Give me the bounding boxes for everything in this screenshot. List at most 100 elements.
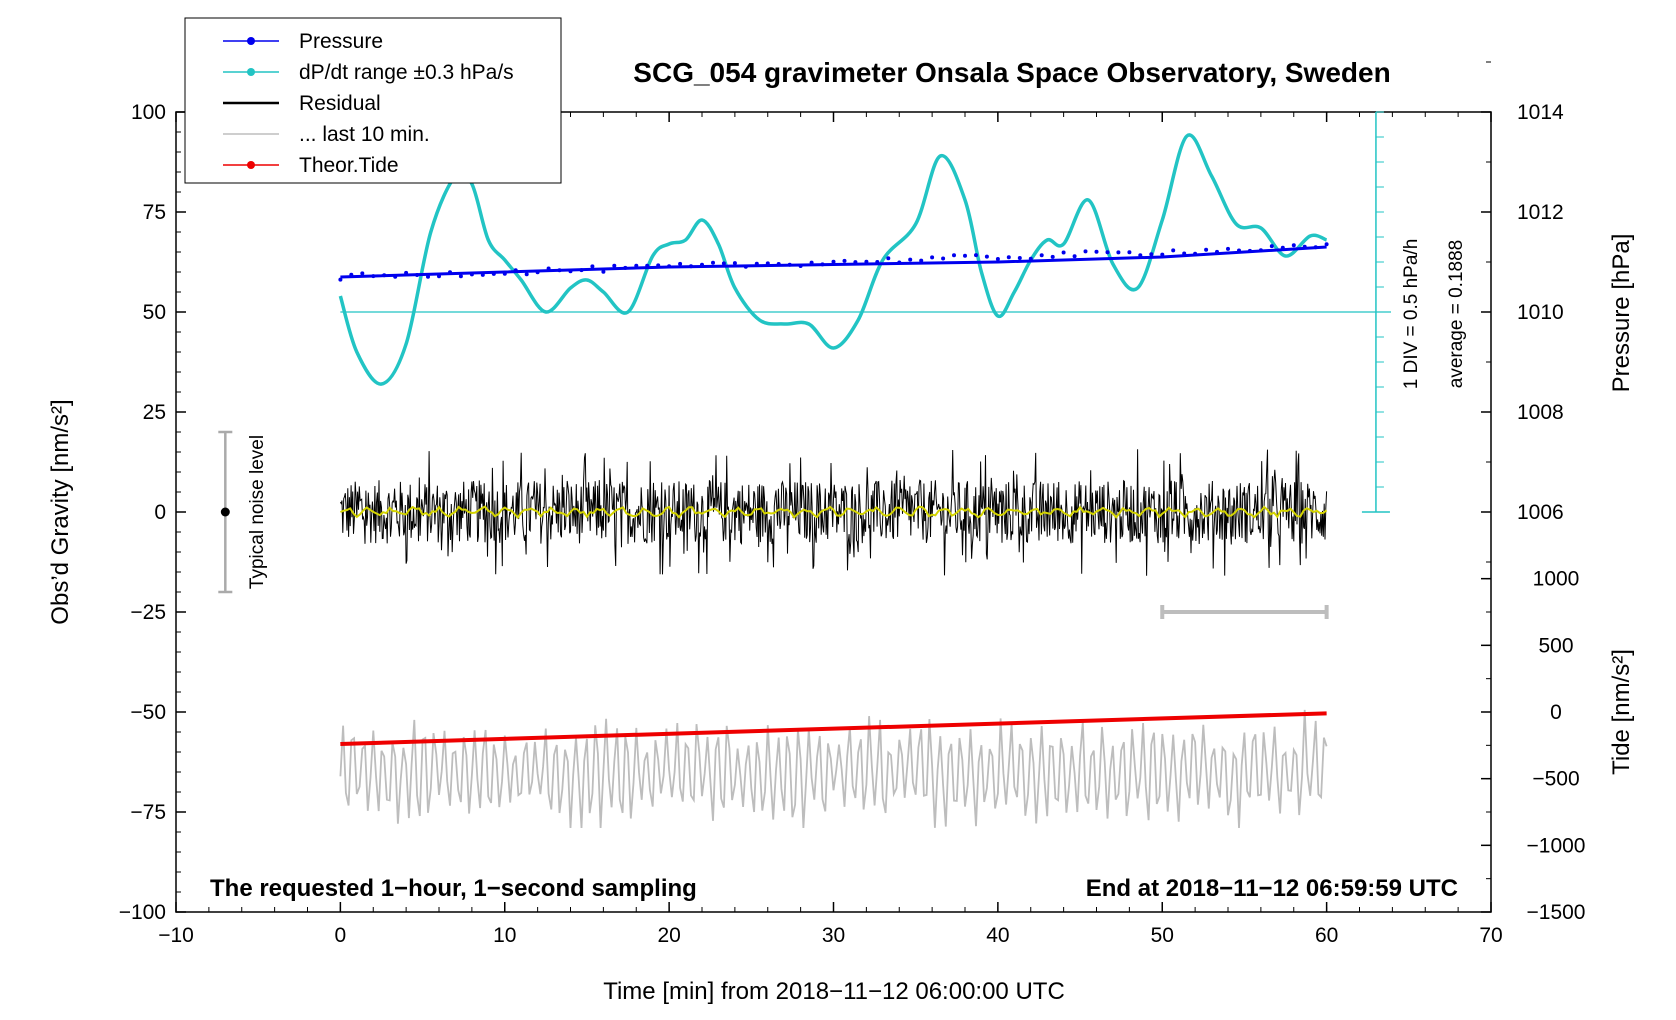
pressure-point [908,257,913,262]
pressure-point [415,273,420,277]
pressure-point [776,262,781,266]
pressure-point [1215,249,1219,254]
average-label: average = 0.1888 [1446,240,1467,388]
pressure-point [689,264,693,269]
pressure-point [1039,253,1044,258]
pressure-point [765,261,770,266]
pressure-point [1028,256,1033,261]
y-axis-left-title: Obs’d Gravity [nm/s²] [47,399,74,624]
pressure-point [930,255,935,260]
pressure-point [437,274,441,279]
legend-label: dP/dt range ±0.3 hPa/s [299,61,514,84]
pressure-point [349,272,354,277]
pressure-point [1302,244,1307,249]
series-layer [338,133,1329,829]
chart-title: SCG_054 gravimeter Onsala Space Observat… [633,57,1390,88]
pressure-point [623,265,628,270]
tide-tick-label: 500 [1538,634,1573,657]
legend-swatch-marker [247,68,255,76]
pressure-point [568,269,573,274]
y-tick-label: 75 [143,201,166,224]
bottom-left-note: The requested 1−hour, 1−second sampling [210,875,697,902]
x-tick-label: 60 [1315,924,1338,947]
pressure-point [458,274,463,279]
pressure-point [1083,249,1088,254]
last-10-min-bracket [1160,605,1329,619]
pressure-point [524,272,529,277]
pressure-point [513,268,518,273]
legend-label: Residual [299,92,381,115]
y-tick-label: −25 [130,601,166,624]
x-tick-label: 50 [1151,924,1174,947]
legend-swatch-marker [247,37,255,45]
pressure-point [360,271,365,276]
pressure-point [787,262,792,267]
residual-line [339,449,1328,576]
pressure-point [1160,252,1165,257]
pressure-point [1280,245,1285,250]
pressure-point [711,260,715,265]
pressure-point [371,274,376,279]
y-tick-label: 25 [143,401,166,424]
pressure-point [1291,243,1296,248]
residual-smoothed-line [340,505,1328,520]
x-tick-label: 70 [1479,924,1502,947]
pressure-point [963,253,967,258]
pressure-point [1138,253,1143,258]
pressure-point [875,260,880,264]
dpdt-line [338,133,1328,386]
legend-label: Pressure [299,30,383,53]
pressure-point [700,262,704,267]
y-tick-label: −100 [119,901,166,924]
pressure-point [382,273,387,278]
x-axis-title: Time [min] from 2018−11−12 06:00:00 UTC [603,978,1065,1005]
pressure-point [1050,254,1055,259]
pressure-point [1127,250,1132,255]
pressure-point [743,264,748,269]
pressure-point [1017,256,1022,260]
pressure-point [941,256,946,261]
pressure-point [809,260,814,265]
pressure-tick-label: 1014 [1517,101,1564,124]
pressure-point [557,268,562,273]
pressure-point [612,263,617,268]
pressure-point [491,271,496,276]
last-10-min-line [339,709,1328,829]
pressure-point [919,258,924,263]
pressure-point [546,266,551,271]
pressure-point [601,269,606,274]
pressure-point [502,271,507,276]
pressure-point [634,263,639,268]
pressure-point [645,263,650,268]
pressure-point [678,261,683,266]
pressure-axis-title: Pressure [hPa] [1608,234,1635,393]
noise-bar-center-dot [220,507,230,517]
pressure-point [864,259,869,264]
pressure-point [984,254,989,259]
pressure-point [469,272,474,277]
pressure-point [1193,251,1198,256]
pressure-point [393,274,398,279]
dpdt-axis [340,111,1391,513]
pressure-point [1061,250,1066,255]
x-tick-label: −10 [158,924,194,947]
pressure-point [853,260,858,265]
pressure-tick-label: 1006 [1517,501,1564,524]
pressure-point [952,253,956,258]
y-tick-label: 100 [131,101,166,124]
pressure-point [732,261,737,266]
legend-box [184,17,562,184]
pressure-point [1258,248,1263,253]
pressure-point [1313,245,1318,250]
pressure-point [995,257,1000,261]
pressure-point [448,270,452,275]
noise-level-bar [218,430,233,594]
x-tick-label: 10 [493,924,516,947]
pressure-point [1006,255,1011,260]
y-tick-label: −50 [130,701,166,724]
pressure-point [667,264,672,269]
tide-axis: 1000 500 0 −500 −1000 −1500 [1481,568,1585,924]
pressure-point [1171,248,1176,253]
pressure-point [1182,251,1187,256]
pressure-point [721,261,726,266]
